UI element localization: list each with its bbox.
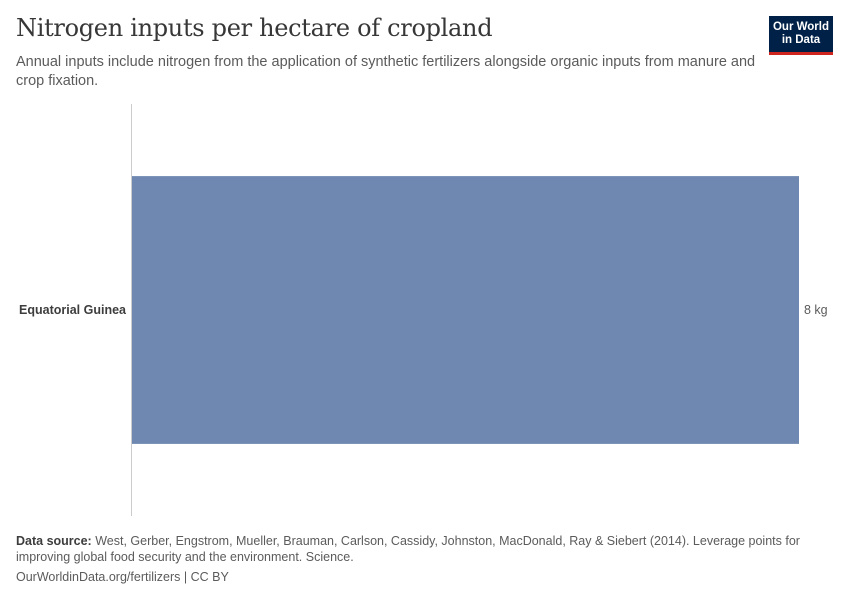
- data-source-text: West, Gerber, Engstrom, Mueller, Brauman…: [16, 534, 800, 564]
- chart-subtitle: Annual inputs include nitrogen from the …: [16, 54, 756, 89]
- owid-logo[interactable]: Our World in Data: [769, 16, 833, 55]
- chart-title: Nitrogen inputs per hectare of cropland: [16, 14, 493, 42]
- value-label: 8 kg: [804, 303, 828, 317]
- data-source-note: Data source: West, Gerber, Engstrom, Mue…: [16, 533, 806, 565]
- category-label: Equatorial Guinea: [19, 303, 127, 317]
- bar-equatorial-guinea[interactable]: [131, 176, 799, 444]
- logo-line-2: in Data: [781, 34, 821, 46]
- source-link[interactable]: OurWorldinData.org/fertilizers | CC BY: [16, 570, 229, 584]
- logo-line-1: Our World: [772, 21, 829, 33]
- data-source-label: Data source:: [16, 534, 92, 548]
